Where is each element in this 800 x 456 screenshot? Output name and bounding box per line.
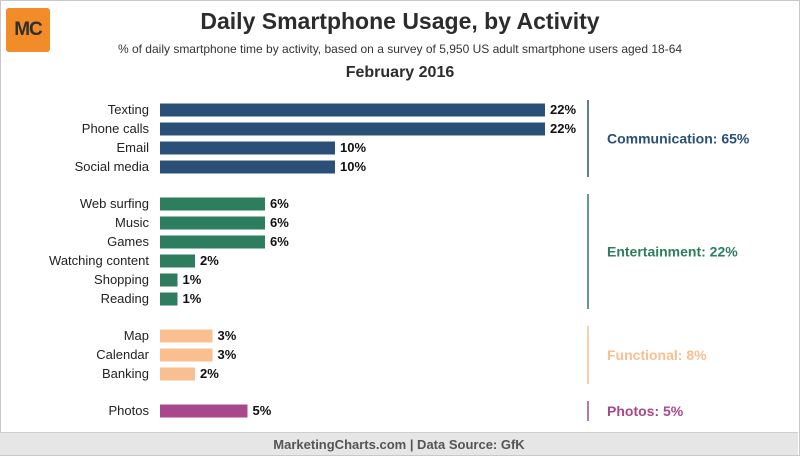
category-label-watching-content: Watching content — [49, 253, 149, 268]
value-label-map: 3% — [218, 328, 237, 343]
communication-group-label: Communication: 65% — [607, 131, 750, 147]
category-label-banking: Banking — [102, 366, 149, 381]
category-label-web-surfing: Web surfing — [80, 196, 149, 211]
value-label-reading: 1% — [183, 291, 202, 306]
bar-social-media — [160, 160, 335, 174]
bar-music — [160, 216, 265, 230]
category-label-map: Map — [124, 328, 149, 343]
chart-date: February 2016 — [345, 64, 455, 81]
category-label-music: Music — [115, 215, 149, 230]
value-label-email: 10% — [340, 140, 366, 155]
value-label-web-surfing: 6% — [270, 196, 289, 211]
category-label-phone-calls: Phone calls — [82, 121, 150, 136]
logo-text: MC — [14, 19, 43, 40]
value-label-social-media: 10% — [340, 159, 366, 174]
category-label-photos: Photos — [109, 403, 150, 418]
category-label-social-media: Social media — [75, 159, 150, 174]
value-label-photos: 5% — [253, 403, 272, 418]
category-label-texting: Texting — [108, 102, 149, 117]
bar-web-surfing — [160, 197, 265, 211]
footer-source: MarketingCharts.com | Data Source: GfK — [273, 437, 525, 452]
value-label-banking: 2% — [200, 366, 219, 381]
chart-subtitle: % of daily smartphone time by activity, … — [117, 42, 683, 56]
value-label-phone-calls: 22% — [550, 121, 576, 136]
bar-games — [160, 235, 265, 249]
category-label-shopping: Shopping — [94, 272, 149, 287]
value-label-music: 6% — [270, 215, 289, 230]
entertainment-group-label: Entertainment: 22% — [607, 244, 738, 260]
bar-map — [160, 329, 213, 343]
chart-title: Daily Smartphone Usage, by Activity — [200, 8, 600, 34]
functional-group-label: Functional: 8% — [607, 347, 707, 363]
category-label-calendar: Calendar — [96, 347, 149, 362]
value-label-games: 6% — [270, 234, 289, 249]
value-label-calendar: 3% — [218, 347, 237, 362]
bar-calendar — [160, 348, 213, 362]
bar-watching-content — [160, 254, 195, 268]
bar-shopping — [160, 273, 178, 287]
bar-photos — [160, 404, 248, 418]
value-label-watching-content: 2% — [200, 253, 219, 268]
value-label-shopping: 1% — [183, 272, 202, 287]
category-label-email: Email — [116, 140, 149, 155]
footer-bar: MarketingCharts.com | Data Source: GfK — [0, 432, 798, 455]
bar-phone-calls — [160, 122, 545, 136]
bar-email — [160, 141, 335, 155]
value-label-texting: 22% — [550, 102, 576, 117]
bar-texting — [160, 103, 545, 117]
bar-banking — [160, 367, 195, 381]
category-label-games: Games — [107, 234, 149, 249]
marketingcharts-logo: MC — [6, 8, 50, 52]
category-label-reading: Reading — [101, 291, 149, 306]
bar-reading — [160, 292, 178, 306]
photos-group-label: Photos: 5% — [607, 403, 684, 419]
